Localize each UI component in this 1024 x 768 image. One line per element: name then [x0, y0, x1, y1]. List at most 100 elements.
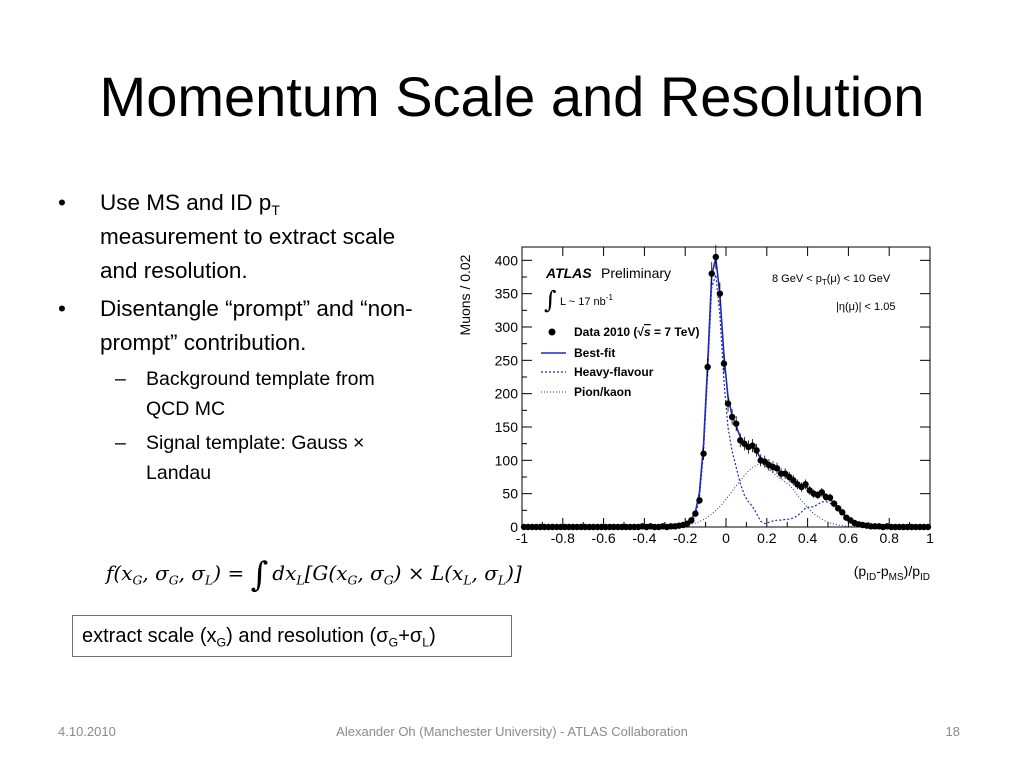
- y-tick-label: 100: [495, 452, 519, 468]
- bullet-item: • Use MS and ID pT measurement to extrac…: [58, 186, 418, 288]
- bullet-text: Disentangle “prompt” and “non-prompt” co…: [100, 296, 413, 355]
- cut-text: 8 GeV < p: [772, 273, 822, 285]
- x-tick-label: -0.8: [551, 530, 575, 546]
- pt-cut-label: 8 GeV < pT(μ) < 10 GeV: [772, 273, 891, 287]
- plot-annotations: ATLAS Preliminary ∫ L ~ 17 nb-1 8 GeV < …: [544, 265, 895, 314]
- legend-label-bestfit: Best-fit: [574, 346, 615, 360]
- x-tick-label: -0.6: [592, 530, 616, 546]
- integral-sign: ∫: [544, 286, 557, 314]
- legend-text: = 7 TeV): [651, 325, 700, 339]
- pionkaon-curve: [524, 463, 928, 528]
- x-axis-label: (pID-pMS)/pID: [854, 563, 930, 583]
- y-axis-label: Muons / 0.02: [457, 254, 473, 335]
- data-point: [839, 509, 846, 516]
- callout-sub: G: [388, 635, 399, 650]
- y-tick-label: 400: [495, 252, 519, 268]
- callout-text: +σ: [398, 625, 423, 647]
- page-number: 18: [945, 724, 960, 739]
- x-tick-label: 1: [926, 530, 934, 546]
- xlabel-part: (p: [854, 563, 867, 579]
- bullet-text: Use MS and ID pT measurement to extract …: [100, 190, 395, 283]
- subbullet-marker: –: [115, 368, 126, 390]
- formula-part: ) × L(x: [393, 561, 464, 585]
- fit-formula: f(xG, σG, σL) = ∫ dxL[G(xG, σG) × L(xL, …: [106, 555, 522, 595]
- legend-label-pionkaon: Pion/kaon: [574, 385, 631, 399]
- legend-label-data: Data 2010 (√s = 7 TeV): [574, 325, 699, 339]
- y-tick-label: 200: [495, 386, 519, 402]
- x-tick-label: -1: [516, 530, 529, 546]
- x-tick-label: 0.6: [839, 530, 859, 546]
- callout-text: ): [429, 625, 436, 647]
- data-point: [700, 450, 707, 457]
- data-point: [728, 413, 736, 421]
- atlas-label: ATLAS: [545, 265, 592, 281]
- callout-text: ) and resolution (σ: [226, 625, 389, 647]
- legend-sqrt: √: [637, 325, 644, 339]
- formula-part: , σ: [471, 561, 498, 585]
- xlabel-sub: MS: [889, 572, 904, 583]
- formula-part: , σ: [357, 561, 384, 585]
- bullet-list: • Use MS and ID pT measurement to extrac…: [58, 186, 418, 492]
- y-tick-label: 150: [495, 419, 519, 435]
- x-tick-label: 0.4: [798, 530, 818, 546]
- bullet-item: • Disentangle “prompt” and “non-prompt” …: [58, 292, 418, 360]
- formula-sub: G: [347, 572, 358, 588]
- data-point: [818, 489, 826, 496]
- formula-sub: L: [296, 572, 305, 588]
- data-point: [733, 420, 740, 427]
- formula-sub: G: [168, 572, 179, 588]
- subbullet-item: – Background template from QCD MC: [58, 364, 418, 424]
- subbullet-text: Background template from QCD MC: [146, 368, 375, 420]
- footer-presenter: Alexander Oh (Manchester University) - A…: [336, 724, 688, 739]
- formula-sub: G: [383, 572, 394, 588]
- callout-box: extract scale (xG) and resolution (σG+σL…: [72, 615, 512, 657]
- xlabel-part: -p: [876, 563, 889, 579]
- formula-sub: L: [205, 572, 214, 588]
- lumi-label: L ~ 17 nb-1: [560, 293, 613, 308]
- data-point: [704, 363, 711, 371]
- callout-sub: L: [422, 635, 430, 650]
- data-point: [826, 494, 834, 501]
- x-tick-label: 0: [722, 530, 730, 546]
- formula-part: , σ: [142, 561, 169, 585]
- data-point: [708, 270, 715, 277]
- axes: -1 -0.8 -0.6 -0.4 -0.2 0 0.2 0.4 0.6 0.8 1 0 50 100 15…: [495, 247, 934, 546]
- cut-sub: T: [822, 278, 827, 287]
- formula-part: )]: [506, 561, 522, 585]
- data-point: [696, 497, 703, 504]
- subbullet-marker: –: [115, 432, 126, 454]
- cut-text: (μ) < 10 GeV: [827, 273, 891, 285]
- y-tick-label: 250: [495, 352, 519, 368]
- data-point: [749, 442, 756, 449]
- preliminary-label: Preliminary: [601, 265, 671, 281]
- bullet-subscript: T: [271, 201, 280, 218]
- data-point: [716, 290, 724, 297]
- legend-marker-data: [548, 328, 556, 336]
- data-point: [753, 447, 760, 454]
- x-tick-label: -0.2: [673, 530, 697, 546]
- data-point: [835, 505, 842, 512]
- data-point: [712, 253, 719, 261]
- bullet-marker: •: [58, 296, 66, 321]
- data-point: [830, 500, 838, 507]
- y-tick-label: 0: [510, 519, 518, 535]
- y-tick-label: 300: [495, 319, 519, 335]
- callout-text: extract scale (x: [82, 625, 217, 647]
- xlabel-part: )/p: [904, 563, 921, 579]
- slide-title: Momentum Scale and Resolution: [99, 65, 925, 128]
- legend-text: Data 2010 (: [574, 325, 637, 339]
- formula-sub: L: [463, 572, 472, 588]
- y-tick-label: 350: [495, 286, 519, 302]
- lumi-sup: -1: [606, 293, 614, 302]
- data-point: [692, 510, 699, 517]
- lumi-text: L ~ 17 nb: [560, 296, 606, 308]
- xlabel-sub: ID: [866, 572, 876, 583]
- formula-part: f(x: [106, 561, 133, 585]
- formula-part: dx: [272, 561, 297, 585]
- bullet-text-part: measurement to extract scale and resolut…: [100, 224, 396, 283]
- xlabel-sub: ID: [920, 572, 930, 583]
- data-point: [720, 360, 728, 367]
- formula-part: , σ: [178, 561, 206, 585]
- x-tick-label: 0.2: [757, 530, 777, 546]
- integral-symbol: ∫: [250, 555, 269, 595]
